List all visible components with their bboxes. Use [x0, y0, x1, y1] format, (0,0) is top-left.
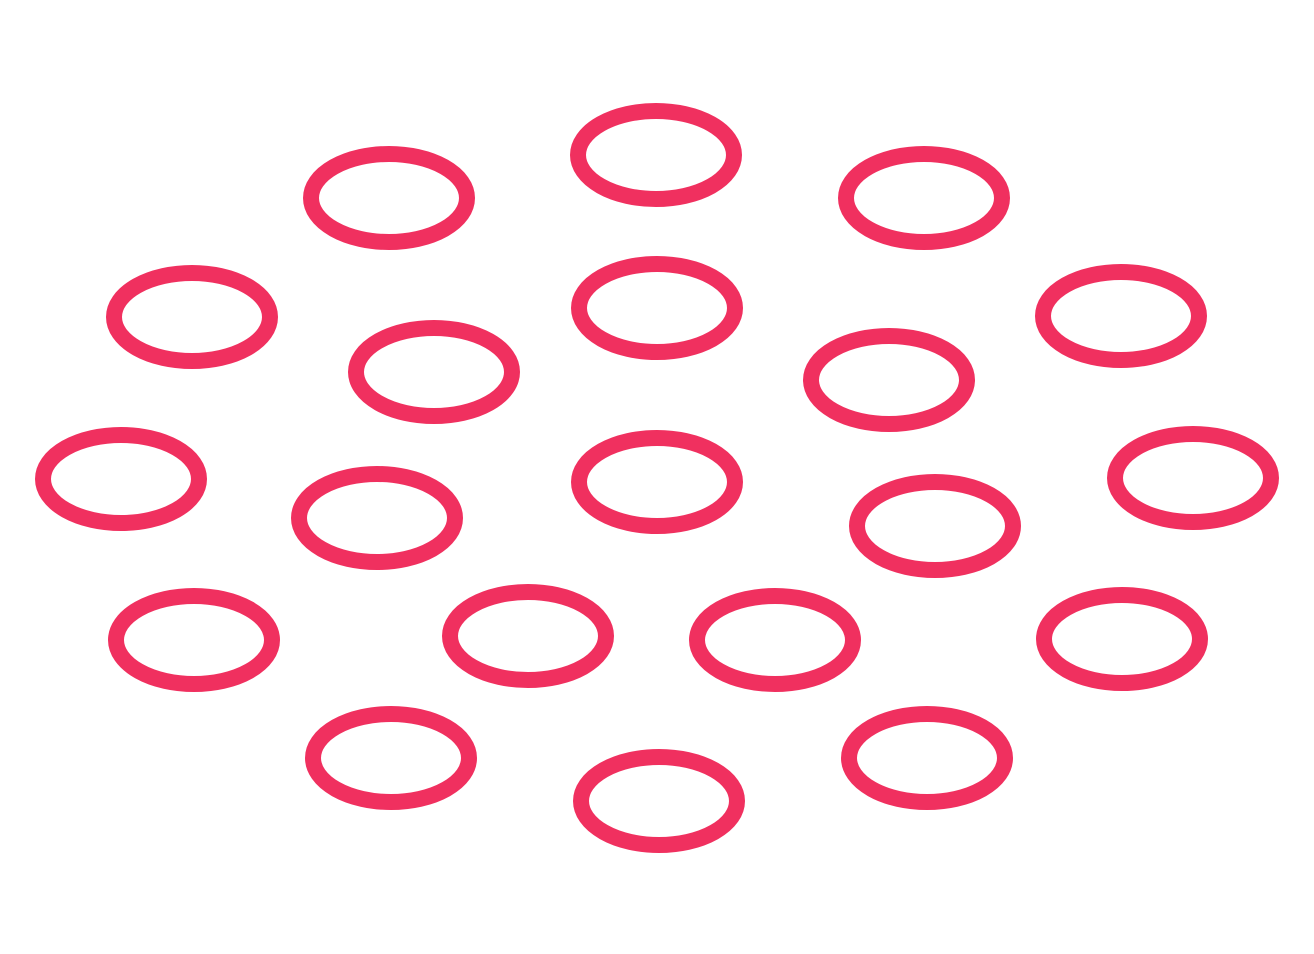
ring-11	[1107, 426, 1279, 530]
ring-20	[573, 749, 745, 853]
ring-18	[305, 706, 477, 810]
ring-14	[108, 588, 280, 692]
ring-3	[838, 146, 1010, 250]
ring-19	[841, 706, 1013, 810]
ring-12	[291, 466, 463, 570]
ring-16	[689, 588, 861, 692]
ring-1	[570, 103, 742, 207]
ring-2	[303, 146, 475, 250]
ring-5	[571, 256, 743, 360]
ring-17	[1036, 587, 1208, 691]
ring-10	[571, 430, 743, 534]
ring-7	[348, 320, 520, 424]
ring-6	[1035, 264, 1207, 368]
ring-4	[106, 265, 278, 369]
ring-group	[35, 103, 1279, 853]
ring-9	[35, 427, 207, 531]
ring-8	[803, 328, 975, 432]
ring-15	[442, 584, 614, 688]
ring-13	[849, 474, 1021, 578]
